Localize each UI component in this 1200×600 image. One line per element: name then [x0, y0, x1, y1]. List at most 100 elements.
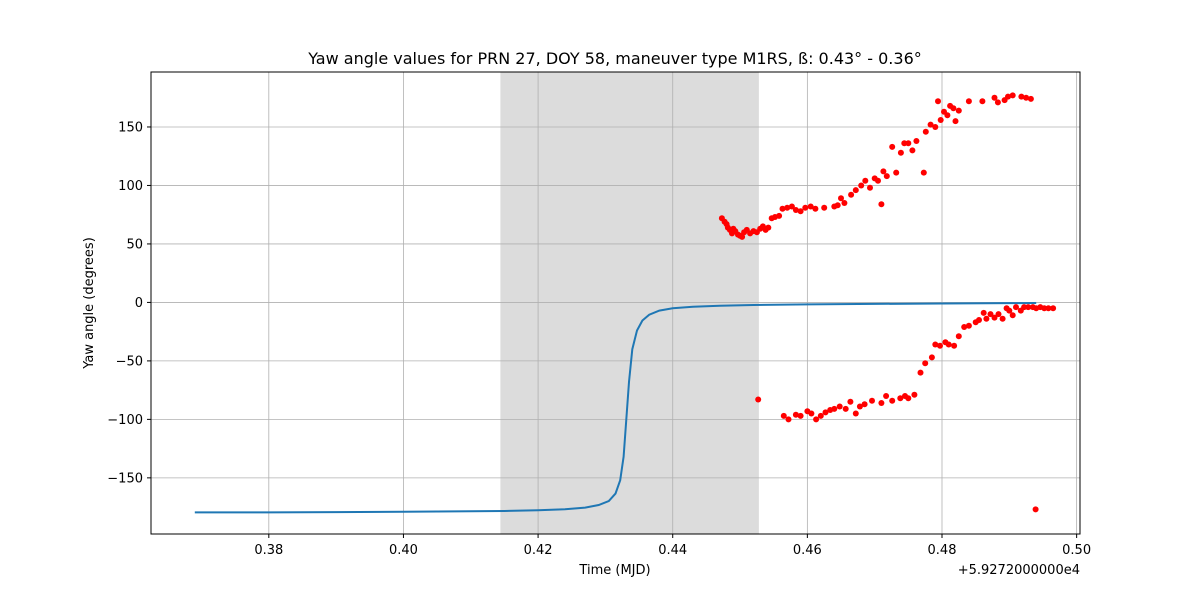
- observed-yaw-point: [961, 324, 968, 330]
- observed-yaw-point: [812, 205, 819, 212]
- observed-yaw-point: [945, 341, 952, 348]
- observed-yaw-point: [838, 195, 844, 202]
- observed-yaw-point: [852, 187, 859, 194]
- observed-yaw-point: [847, 398, 854, 405]
- observed-yaw-point: [932, 124, 939, 130]
- nominal-yaw-line: [194, 302, 1037, 514]
- observed-yaw-point: [869, 397, 875, 404]
- observed-yaw-point: [889, 143, 896, 150]
- observed-yaw-point: [893, 169, 900, 176]
- observed-yaw-point: [922, 360, 929, 367]
- observed-yaw-point: [1041, 305, 1048, 312]
- observed-yaw-point: [822, 409, 829, 416]
- x-tick-label: 0.42: [524, 543, 553, 558]
- observed-yaw-point: [841, 200, 848, 206]
- observed-yaw-point: [836, 403, 843, 410]
- observed-yaw-point: [991, 94, 998, 101]
- observed-yaw-point: [911, 391, 918, 398]
- observed-yaw-point: [1009, 312, 1016, 319]
- observed-yaw-point: [979, 98, 986, 105]
- observed-yaw-point: [797, 208, 804, 215]
- observed-yaw-point: [991, 314, 998, 321]
- observed-yaw-point: [927, 121, 934, 128]
- observed-yaw-point: [897, 149, 904, 156]
- line-series-layer: [194, 302, 1037, 514]
- observed-yaw-point: [878, 201, 885, 208]
- observed-yaw-point: [802, 204, 809, 211]
- observed-yaw-point: [808, 410, 815, 417]
- x-tick-label: 0.40: [389, 543, 418, 558]
- observed-yaw-point: [955, 333, 962, 340]
- x-tick-label: 0.38: [254, 543, 283, 558]
- observed-yaw-point: [897, 395, 904, 402]
- y-tick-label: 0: [135, 296, 143, 311]
- chart-title: Yaw angle values for PRN 27, DOY 58, man…: [307, 49, 922, 68]
- observed-yaw-point: [1005, 93, 1011, 100]
- y-tick-label: 50: [126, 237, 143, 252]
- observed-yaw-point: [913, 138, 920, 144]
- scatter-points-layer: [718, 92, 1057, 513]
- observed-yaw-point: [765, 224, 772, 231]
- observed-yaw-point: [965, 98, 972, 105]
- observed-yaw-point: [831, 405, 838, 412]
- tick-layer: 0.38 0.40 0.42 0.44 0.46 0.48 0.50 −150 −100 −50 0…: [107, 120, 1091, 558]
- observed-yaw-point: [922, 128, 929, 135]
- x-tick-label: 0.50: [1062, 543, 1091, 558]
- observed-yaw-point: [935, 98, 941, 105]
- y-tick-label: −100: [107, 413, 143, 428]
- observed-yaw-point: [987, 311, 994, 318]
- observed-yaw-point: [1018, 93, 1025, 100]
- observed-yaw-point: [952, 118, 959, 125]
- observed-yaw-point: [883, 393, 890, 399]
- observed-yaw-point: [883, 173, 890, 180]
- observed-yaw-point: [788, 203, 795, 210]
- observed-yaw-point: [937, 342, 943, 349]
- observed-yaw-point: [875, 177, 881, 184]
- observed-yaw-point: [983, 315, 990, 322]
- observed-yaw-point: [755, 396, 762, 403]
- observed-yaw-point: [909, 147, 916, 154]
- observed-yaw-point: [928, 354, 935, 361]
- observed-yaw-point: [834, 202, 841, 209]
- observed-yaw-point: [1021, 304, 1028, 311]
- observed-yaw-point: [905, 140, 912, 147]
- observed-yaw-point: [1025, 304, 1032, 311]
- observed-yaw-point: [955, 107, 962, 114]
- observed-yaw-point: [889, 397, 896, 404]
- shaded-interval: [500, 72, 759, 534]
- observed-yaw-point: [792, 207, 799, 213]
- observed-yaw-point: [862, 177, 869, 184]
- observed-yaw-point: [867, 184, 873, 191]
- observed-yaw-point: [932, 341, 939, 348]
- x-offset-label: +5.9272000000e4: [958, 563, 1080, 578]
- observed-yaw-point: [842, 405, 849, 412]
- observed-yaw-point: [920, 169, 927, 176]
- y-tick-label: −150: [107, 471, 143, 486]
- observed-yaw-point: [1023, 94, 1030, 101]
- observed-yaw-point: [951, 342, 958, 349]
- observed-yaw-point: [848, 191, 855, 198]
- observed-yaw-point: [861, 401, 868, 408]
- observed-yaw-point: [905, 395, 912, 402]
- plot-frame: [150, 71, 1081, 535]
- observed-yaw-point: [994, 99, 1001, 106]
- x-tick-label: 0.48: [928, 543, 957, 558]
- observed-yaw-point: [999, 315, 1006, 322]
- observed-yaw-point: [856, 403, 863, 410]
- observed-yaw-point: [950, 105, 957, 112]
- observed-yaw-point: [1050, 305, 1057, 312]
- observed-yaw-point: [807, 203, 814, 210]
- observed-yaw-point: [937, 117, 944, 123]
- observed-yaw-point: [995, 311, 1002, 318]
- y-tick-label: 150: [118, 120, 143, 135]
- observed-yaw-point: [817, 412, 824, 419]
- y-axis-label: Yaw angle (degrees): [82, 237, 97, 370]
- observed-yaw-point: [852, 410, 859, 417]
- observed-yaw-point: [779, 205, 786, 212]
- observed-yaw-point: [785, 416, 792, 423]
- observed-yaw-point: [976, 317, 982, 323]
- y-tick-label: −50: [116, 354, 143, 369]
- observed-yaw-point: [784, 204, 791, 211]
- observed-yaw-point: [980, 309, 987, 316]
